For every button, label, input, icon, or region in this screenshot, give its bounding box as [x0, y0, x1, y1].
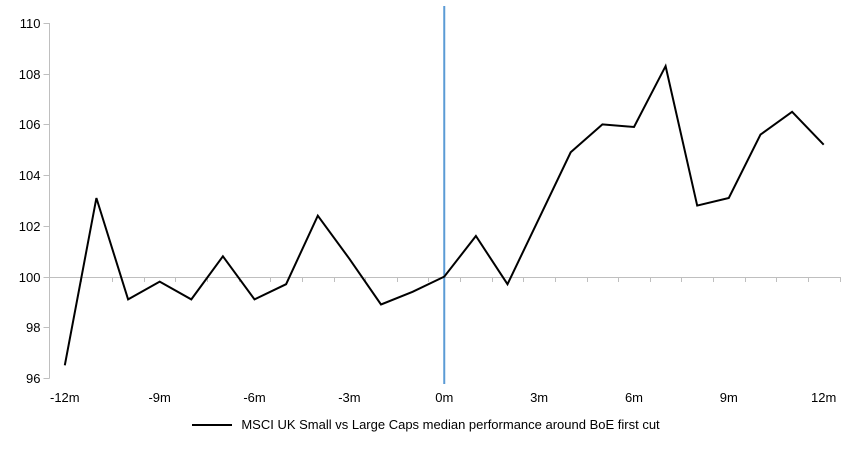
- y-axis-label: 100: [19, 270, 41, 285]
- y-axis-label: 98: [26, 320, 40, 335]
- x-axis-label: -12m: [50, 390, 80, 405]
- x-axis-label: 3m: [530, 390, 548, 405]
- x-axis-label: -3m: [338, 390, 360, 405]
- y-axis-label: 96: [26, 371, 40, 386]
- x-axis-label: -6m: [243, 390, 265, 405]
- x-axis-label: 9m: [720, 390, 738, 405]
- series-line: [63, 63, 825, 366]
- y-axis-label: 108: [19, 67, 41, 82]
- legend-label: MSCI UK Small vs Large Caps median perfo…: [241, 417, 660, 432]
- x-axis-label: 6m: [625, 390, 643, 405]
- x-axis-label: -9m: [148, 390, 170, 405]
- legend-line-sample: [192, 423, 233, 426]
- legend: MSCI UK Small vs Large Caps median perfo…: [0, 417, 852, 432]
- y-axis-labels: 96 98 100 102 104 106 108 110: [19, 16, 41, 386]
- y-axis-label: 104: [19, 168, 41, 183]
- x-axis-label: 12m: [811, 390, 836, 405]
- x-axis-labels: -12m -9m -6m -3m 0m 3m 6m 9m 12m: [50, 390, 836, 405]
- y-axis-label: 110: [20, 16, 41, 31]
- y-axis-label: 106: [19, 117, 41, 132]
- y-axis-label: 102: [19, 219, 41, 234]
- x-axis-label: 0m: [435, 390, 453, 405]
- line-chart: 96 98 100 102 104 106 108 110 -12m -9m -6m -3m 0m 3m…: [19, 6, 841, 405]
